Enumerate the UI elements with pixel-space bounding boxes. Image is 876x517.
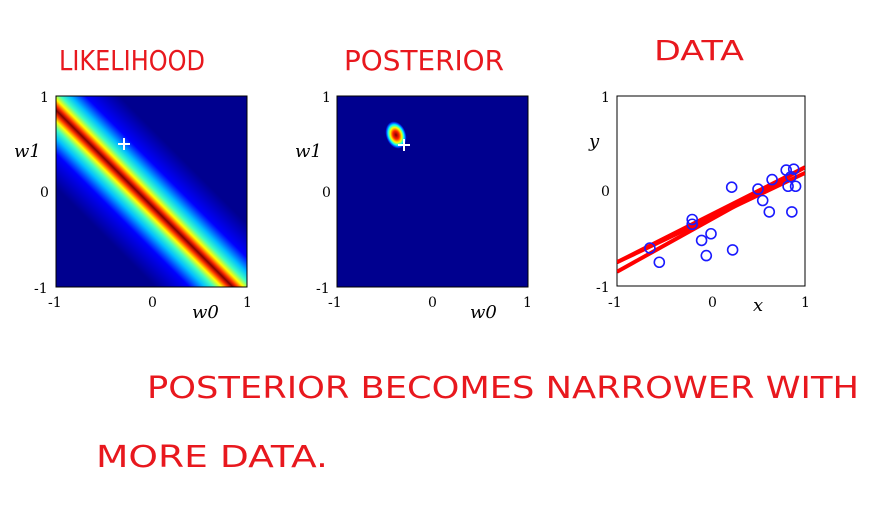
data-point: [695, 234, 708, 247]
posterior-ytick-bottom: -1: [316, 281, 330, 297]
data-xlabel: x: [753, 295, 763, 316]
data-xtick-mid: 0: [708, 295, 717, 311]
title-posterior: POSTERIOR: [344, 44, 504, 77]
likelihood-xtick-mid: 0: [148, 295, 157, 311]
caption-line1: POSTERIOR BECOMES NARROWER WITH: [147, 371, 859, 406]
data-point: [700, 249, 713, 262]
data-point: [653, 256, 666, 269]
data-xtick-right: 1: [801, 295, 810, 311]
data-point: [763, 206, 776, 218]
data-ylabel: y: [588, 131, 600, 152]
data-point: [725, 181, 738, 193]
true-weight-marker: [118, 138, 130, 150]
data-xtick-left: -1: [608, 295, 622, 311]
posterior-xlabel: w0: [470, 302, 497, 323]
data-panel: 1 0 -1 y -1 0 1 x: [588, 90, 810, 316]
posterior-ylabel: w1: [295, 141, 322, 162]
title-likelihood: LIKELIHOOD: [59, 44, 205, 77]
likelihood-xtick-right: 1: [243, 295, 252, 311]
likelihood-ytick-mid: 0: [40, 185, 49, 201]
posterior-ytick-top: 1: [322, 90, 331, 106]
sample-line-3: [617, 165, 805, 265]
likelihood-ytick-top: 1: [40, 90, 49, 106]
data-point: [726, 244, 739, 256]
posterior-panel: 1 0 -1 w1 -1 0 1 w0: [295, 90, 532, 323]
data-point: [752, 183, 764, 195]
posterior-ytick-mid: 0: [322, 185, 331, 201]
data-point: [789, 180, 802, 193]
likelihood-panel: 1 0 -1 w1 -1 0 1 w0: [14, 90, 252, 323]
likelihood-ytick-bottom: -1: [34, 281, 48, 297]
data-point: [756, 194, 769, 207]
data-point: [644, 242, 656, 254]
posterior-true-weight-marker: [398, 139, 410, 151]
likelihood-xlabel: w0: [192, 302, 219, 323]
data-point: [766, 173, 778, 186]
likelihood-ridge: [56, 96, 247, 287]
data-ytick-top: 1: [601, 90, 610, 106]
posterior-xtick-right: 1: [523, 295, 532, 311]
posterior-xtick-left: -1: [328, 295, 342, 311]
data-point: [686, 218, 699, 231]
posterior-xtick-mid: 0: [428, 295, 437, 311]
posterior-blob: [385, 121, 407, 149]
data-point: [785, 170, 797, 183]
data-points: [644, 163, 802, 269]
title-data: DATA: [654, 34, 744, 67]
posterior-frame: [336, 95, 529, 288]
data-point: [686, 213, 699, 226]
data-point: [786, 206, 798, 218]
caption-line2: MORE DATA.: [96, 440, 328, 475]
posterior-background: [337, 96, 528, 287]
data-ytick-mid: 0: [601, 184, 610, 200]
data-ytick-bottom: -1: [596, 280, 610, 296]
likelihood-xtick-left: -1: [48, 295, 62, 311]
likelihood-ylabel: w1: [14, 141, 41, 162]
data-point: [787, 163, 800, 175]
data-point: [705, 227, 717, 240]
likelihood-frame: [55, 95, 248, 288]
